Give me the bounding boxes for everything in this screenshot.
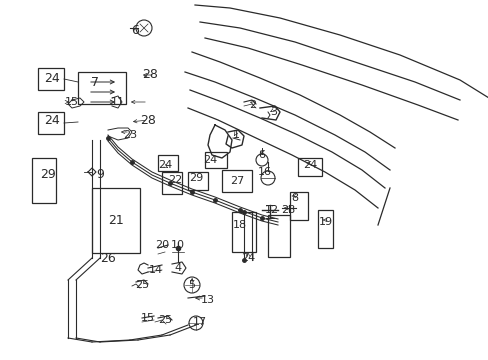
Text: 1: 1 (232, 130, 239, 140)
Text: 14: 14 (149, 265, 163, 275)
Text: 4: 4 (174, 263, 181, 273)
Text: 9: 9 (96, 168, 104, 181)
Bar (92, 188, 140, 253)
Text: 26: 26 (100, 252, 116, 265)
Text: 8: 8 (291, 193, 298, 203)
Text: 19: 19 (318, 217, 332, 227)
Text: 24: 24 (44, 72, 60, 85)
Text: 28: 28 (140, 113, 156, 126)
Text: 24: 24 (44, 113, 60, 126)
Bar (231, 212, 256, 252)
Bar (222, 170, 251, 192)
Text: 5: 5 (188, 280, 195, 290)
Text: 29: 29 (40, 168, 56, 181)
Bar (38, 68, 64, 90)
Bar (267, 215, 289, 257)
Text: 28: 28 (280, 205, 295, 215)
Text: 24: 24 (302, 160, 317, 170)
Bar (204, 152, 226, 168)
Text: 22: 22 (167, 175, 182, 185)
Bar (289, 192, 307, 220)
Text: 11: 11 (111, 97, 125, 107)
Text: 18: 18 (232, 220, 246, 230)
Text: 3: 3 (270, 107, 277, 117)
Bar (187, 172, 207, 190)
Text: 6: 6 (258, 150, 265, 160)
Text: 24: 24 (203, 155, 217, 165)
Bar (158, 155, 178, 171)
Text: 12: 12 (264, 205, 279, 215)
Text: 24: 24 (241, 253, 255, 263)
Text: 17: 17 (193, 317, 206, 327)
Bar (297, 158, 321, 176)
Text: 16: 16 (258, 167, 271, 177)
Bar (32, 158, 56, 203)
Bar (162, 172, 182, 194)
Text: 25: 25 (158, 315, 172, 325)
Text: 20: 20 (155, 240, 169, 250)
Text: 2: 2 (249, 100, 256, 110)
Text: 6: 6 (131, 23, 139, 36)
Text: 13: 13 (201, 295, 215, 305)
Text: 24: 24 (158, 160, 172, 170)
Text: 7: 7 (91, 76, 99, 89)
Text: 10: 10 (171, 240, 184, 250)
Text: 25: 25 (135, 280, 149, 290)
Bar (317, 210, 332, 248)
Text: 15: 15 (141, 313, 155, 323)
Text: 15: 15 (65, 97, 79, 107)
Bar (38, 112, 64, 134)
Text: 29: 29 (188, 173, 203, 183)
Bar (78, 72, 126, 104)
Text: 27: 27 (229, 176, 244, 186)
Text: 28: 28 (142, 68, 158, 81)
Text: 23: 23 (122, 130, 137, 140)
Text: 21: 21 (108, 213, 123, 226)
